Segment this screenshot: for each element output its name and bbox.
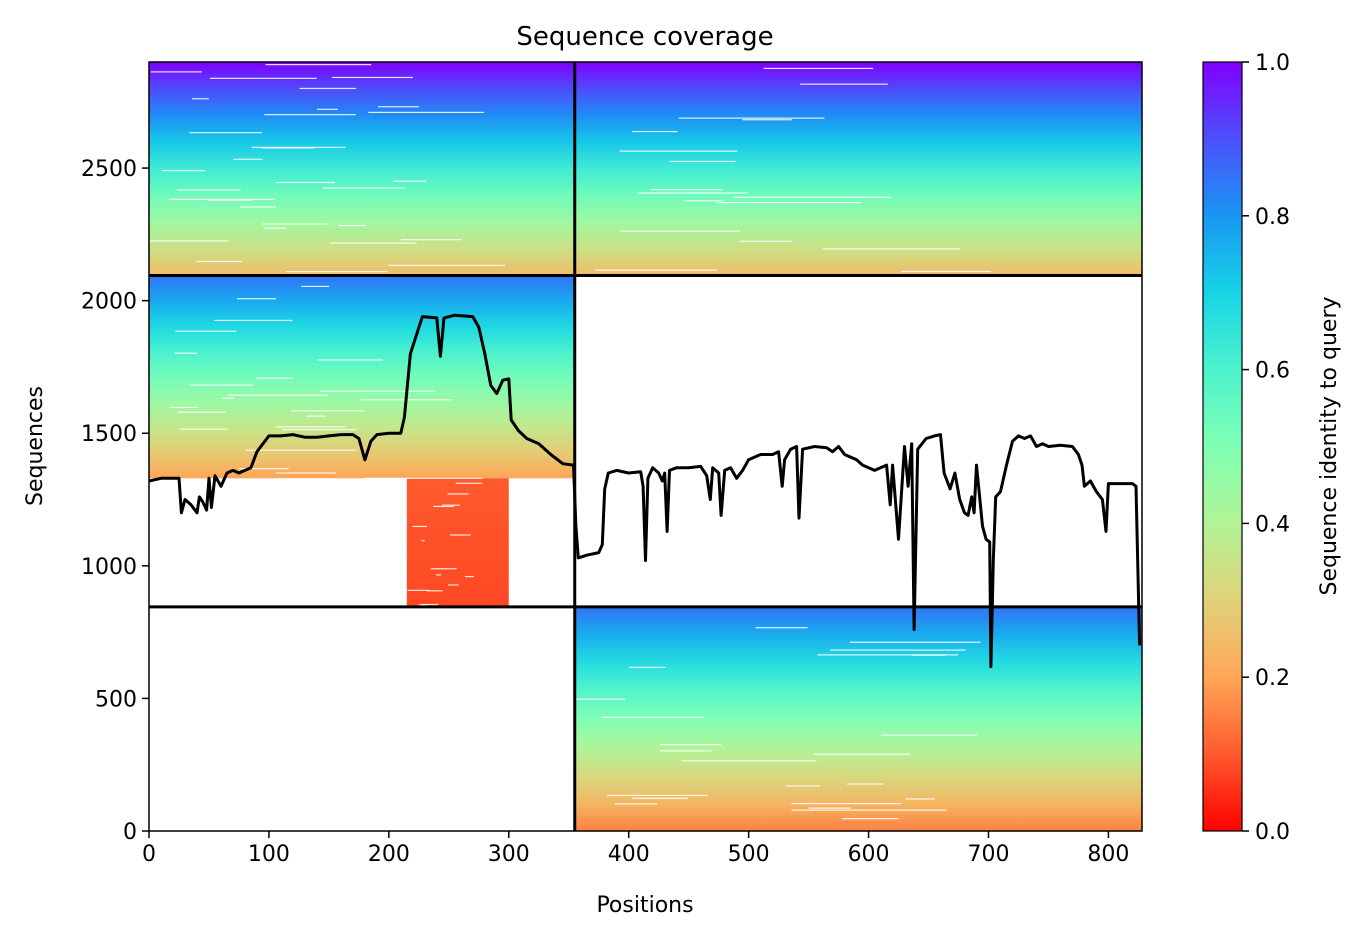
colorbar-ticks: 0.0 0.2 0.4 0.6 0.8 1.0 <box>1242 51 1290 845</box>
chart-title: Sequence coverage <box>516 22 773 52</box>
coverage-block <box>574 606 1142 831</box>
colorbar-tick-label: 0.2 <box>1255 666 1290 691</box>
x-axis-label: Positions <box>596 893 693 918</box>
coverage-gap-lines <box>149 64 992 820</box>
colorbar-tick-label: 1.0 <box>1255 51 1290 76</box>
plot-area <box>149 62 1142 831</box>
coverage-block <box>406 478 509 607</box>
plot-frame <box>148 61 1143 832</box>
colorbar-tick-label: 0.8 <box>1255 205 1290 230</box>
x-tick-label: 300 <box>488 842 530 867</box>
x-tick-label: 700 <box>967 842 1009 867</box>
colorbar <box>1202 61 1243 832</box>
x-tick-label: 0 <box>142 842 156 867</box>
y-tick-label: 1000 <box>81 555 137 580</box>
x-tick-label: 400 <box>608 842 650 867</box>
y-tick-label: 500 <box>95 687 137 712</box>
colorbar-tick-label: 0.6 <box>1255 359 1290 384</box>
y-tick-label: 2500 <box>81 157 137 182</box>
x-tick-label: 500 <box>728 842 770 867</box>
y-tick-label: 1500 <box>81 422 137 447</box>
x-tick-label: 600 <box>848 842 890 867</box>
coverage-line <box>149 313 1142 669</box>
colorbar-label: Sequence identity to query <box>1317 296 1342 595</box>
x-tick-label: 800 <box>1087 842 1129 867</box>
x-tick-label: 100 <box>248 842 290 867</box>
y-axis-ticks: 0 500 1000 1500 2000 2500 <box>81 157 149 845</box>
domain-boundaries <box>149 62 1142 831</box>
coverage-block <box>574 62 1142 276</box>
y-tick-label: 2000 <box>81 290 137 315</box>
x-tick-label: 200 <box>368 842 410 867</box>
coverage-blocks <box>149 62 1142 831</box>
y-axis-label: Sequences <box>23 386 48 506</box>
x-axis-ticks: 0 100 200 300 400 500 600 700 800 <box>142 831 1129 867</box>
colorbar-tick-label: 0.0 <box>1255 820 1290 845</box>
coverage-block <box>149 62 575 276</box>
colorbar-tick-label: 0.4 <box>1255 512 1290 537</box>
y-tick-label: 0 <box>123 820 137 845</box>
